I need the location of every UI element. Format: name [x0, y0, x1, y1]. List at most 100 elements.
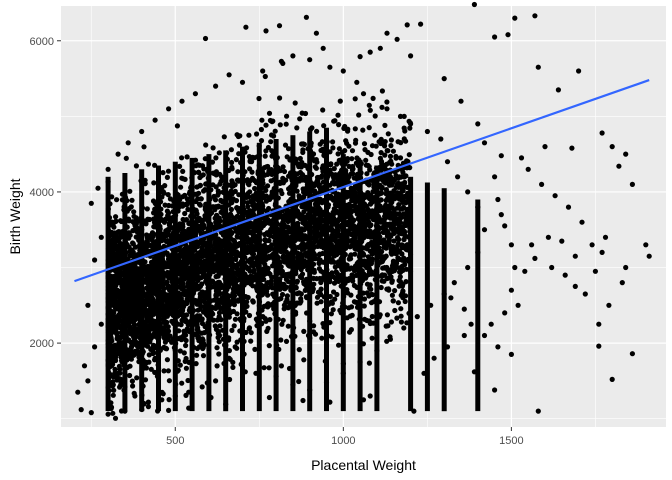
data-point	[235, 177, 241, 183]
data-point	[458, 98, 464, 104]
data-point	[388, 137, 394, 143]
data-point	[313, 30, 319, 36]
data-point	[243, 24, 249, 30]
data-point	[116, 317, 123, 324]
data-point	[110, 382, 116, 388]
data-point	[333, 198, 339, 205]
data-point	[397, 113, 404, 119]
data-point	[198, 196, 204, 202]
data-point	[602, 234, 609, 240]
data-point	[393, 251, 399, 257]
data-point	[280, 317, 286, 323]
data-point	[252, 346, 258, 352]
data-point	[133, 326, 139, 332]
data-point	[366, 318, 372, 324]
data-point	[301, 189, 307, 195]
data-point	[370, 95, 376, 101]
data-point	[391, 238, 397, 244]
data-point	[245, 258, 251, 264]
data-point	[400, 169, 406, 175]
data-point	[262, 73, 268, 80]
data-point	[609, 376, 615, 382]
data-point	[114, 197, 120, 203]
data-point	[258, 138, 265, 144]
data-point	[495, 344, 501, 350]
data-point	[177, 221, 183, 227]
data-point	[212, 197, 219, 203]
data-point	[350, 171, 356, 177]
data-point	[388, 143, 394, 149]
data-point	[285, 146, 292, 152]
data-point	[392, 288, 398, 294]
data-point	[149, 276, 156, 282]
data-point	[248, 338, 254, 344]
data-point	[312, 331, 319, 337]
data-point	[280, 175, 286, 181]
data-point	[229, 164, 235, 170]
data-point	[131, 209, 137, 215]
data-point	[127, 249, 133, 255]
data-point	[110, 410, 116, 416]
data-point	[131, 286, 137, 292]
data-point	[391, 246, 397, 252]
data-point	[329, 334, 335, 340]
data-point	[229, 191, 235, 197]
data-point	[488, 321, 494, 327]
data-point	[151, 265, 157, 271]
data-point	[194, 352, 200, 358]
data-point	[515, 302, 521, 308]
data-point	[401, 325, 407, 331]
data-point	[227, 376, 233, 383]
data-point	[109, 237, 116, 243]
data-point	[401, 125, 407, 131]
data-point	[183, 342, 189, 349]
data-point	[179, 251, 185, 257]
data-point	[379, 278, 385, 284]
data-point	[163, 345, 169, 351]
data-point	[398, 306, 404, 312]
data-point	[629, 351, 636, 357]
data-point	[386, 214, 392, 220]
data-point	[294, 188, 300, 194]
data-point	[216, 351, 222, 357]
data-point	[246, 132, 252, 138]
data-point	[262, 284, 268, 290]
data-point	[179, 380, 185, 386]
data-point	[213, 83, 219, 89]
data-point	[296, 347, 302, 353]
data-point	[266, 205, 272, 212]
data-point	[250, 299, 256, 305]
data-point	[392, 307, 398, 314]
data-point	[217, 323, 223, 329]
data-point	[116, 312, 122, 318]
data-point	[367, 285, 373, 291]
data-point	[424, 128, 430, 135]
data-point	[278, 248, 284, 254]
data-point	[98, 234, 104, 240]
data-point	[382, 122, 388, 128]
data-point	[335, 228, 341, 234]
data-point	[606, 302, 612, 308]
data-point	[216, 215, 222, 221]
data-point	[317, 225, 323, 231]
data-point	[198, 275, 204, 281]
data-point	[368, 291, 375, 297]
data-point	[277, 95, 283, 101]
data-point	[285, 279, 292, 285]
data-point	[181, 350, 187, 356]
data-point	[481, 332, 488, 339]
data-point	[269, 285, 275, 291]
data-point	[596, 321, 602, 327]
data-point	[259, 117, 265, 123]
data-point	[382, 162, 388, 168]
data-point	[166, 378, 172, 384]
data-point	[299, 110, 305, 116]
data-point	[502, 223, 508, 229]
data-point	[177, 348, 183, 354]
data-point	[367, 393, 373, 399]
data-point	[336, 342, 342, 348]
data-point	[179, 155, 185, 161]
data-point	[300, 264, 306, 270]
data-point	[505, 32, 511, 38]
data-point	[117, 297, 123, 303]
